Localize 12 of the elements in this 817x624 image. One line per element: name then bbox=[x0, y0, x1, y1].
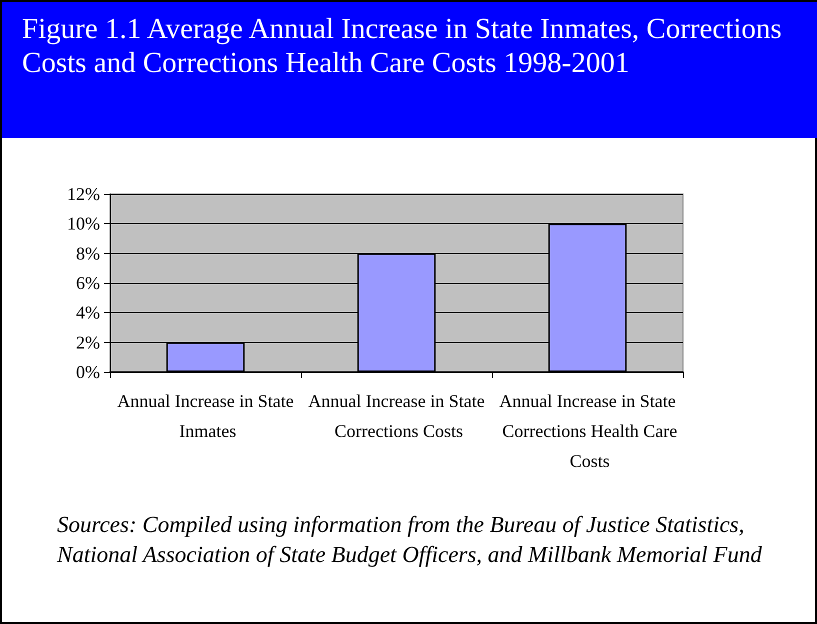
y-tick-label: 4% bbox=[76, 302, 100, 323]
chart-title: Figure 1.1 Average Annual Increase in State Inmates, Corrections Costs and Corrections Health Care Costs 1998-2001 bbox=[2, 2, 817, 138]
y-tick-label: 8% bbox=[76, 243, 100, 264]
y-tick-label: 12% bbox=[67, 184, 100, 204]
x-tick-label: Annual Increase in State Inmates bbox=[117, 391, 294, 441]
x-tick-label: Annual Increase in State Corrections Costs bbox=[308, 391, 485, 441]
y-tick-label: 6% bbox=[76, 273, 100, 293]
y-tick-label: 10% bbox=[67, 214, 100, 234]
y-tick-label: 2% bbox=[76, 332, 100, 352]
y-tick-label: 0% bbox=[76, 362, 100, 382]
x-tick-label: Annual Increase in State Corrections Health Care Costs bbox=[498, 391, 678, 471]
source-note: Sources: Compiled using information from the Bureau of Justice Statistics, National Association of State Budget Officers, and Millbank Memorial Fund bbox=[57, 511, 763, 569]
